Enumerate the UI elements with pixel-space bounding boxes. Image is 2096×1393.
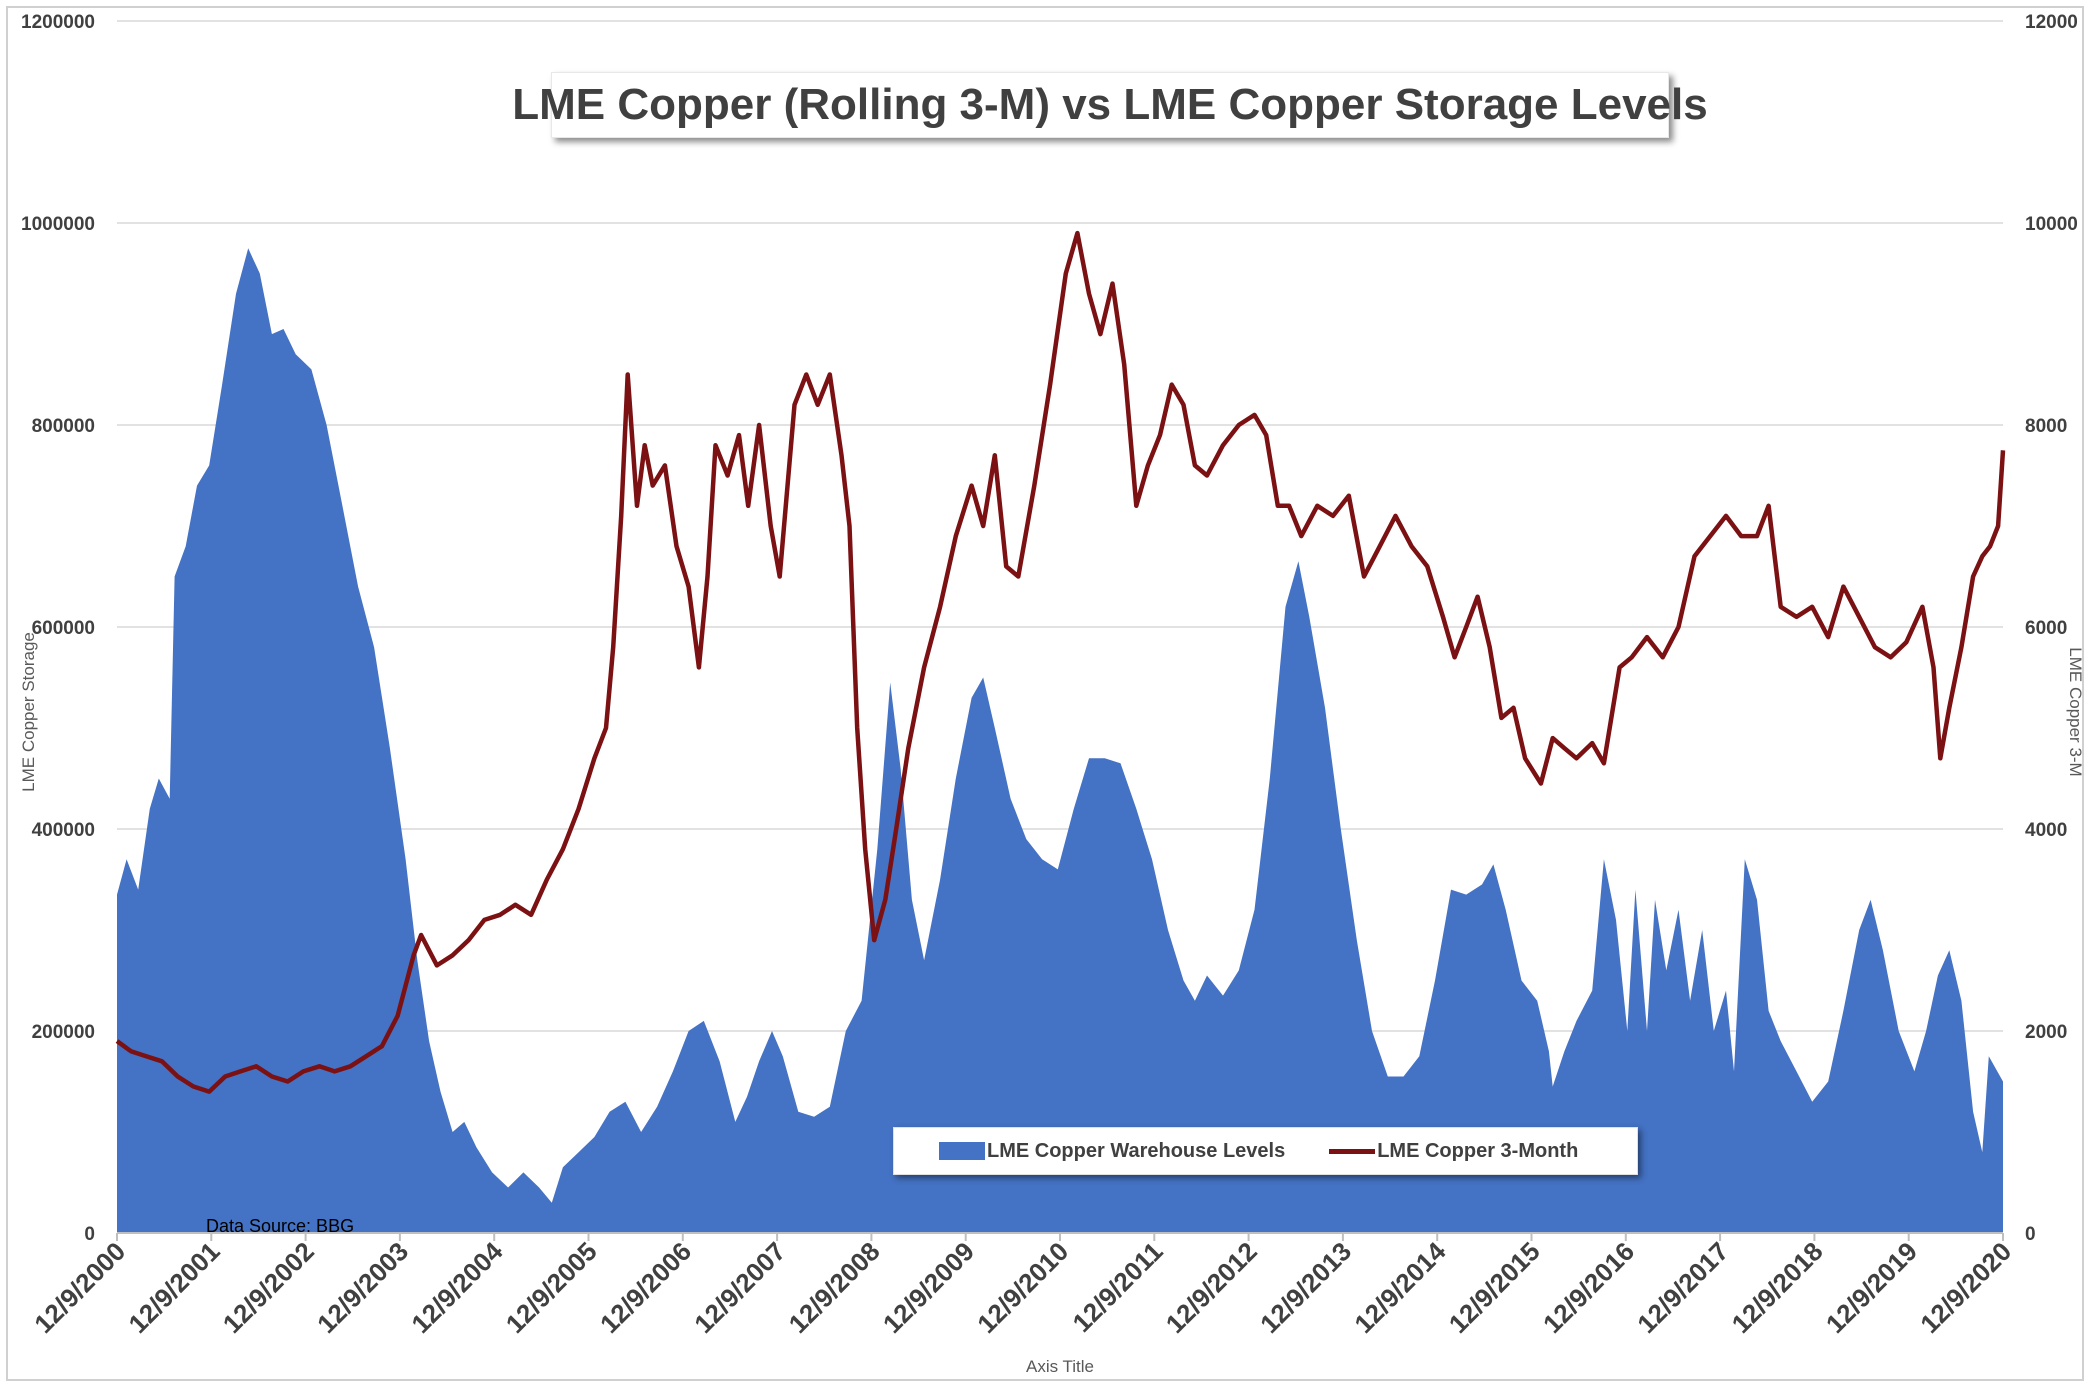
y-left-tick-label: 800000 — [32, 416, 95, 437]
y-right-tick-label: 8000 — [2025, 416, 2067, 437]
x-tick-label: 12/9/2009 — [877, 1236, 980, 1339]
x-tick-label: 12/9/2011 — [1067, 1236, 1169, 1338]
x-tick-label: 12/9/2010 — [971, 1236, 1074, 1339]
x-tick-label: 12/9/2001 — [123, 1236, 226, 1339]
copper-3m-line — [115, 230, 2006, 1094]
x-tick-label: 12/9/2014 — [1348, 1236, 1451, 1339]
legend-label-warehouse: LME Copper Warehouse Levels — [987, 1139, 1286, 1162]
legend-label-copper-3m: LME Copper 3-Month — [1377, 1139, 1579, 1162]
x-axis-title: Axis Title — [1026, 1357, 1094, 1376]
source-note: Data Source: BBG — [206, 1216, 355, 1236]
warehouse-area — [117, 248, 2003, 1234]
y-right-tick-label: 0 — [2025, 1224, 2036, 1245]
x-tick-label: 12/9/2003 — [311, 1236, 414, 1339]
y-right-axis-title: LME Copper 3-M — [2066, 647, 2085, 776]
chart-title: LME Copper (Rolling 3-M) vs LME Copper S… — [512, 80, 1708, 129]
y-right-tick-label: 4000 — [2025, 820, 2067, 841]
x-tick-label: 12/9/2006 — [594, 1236, 697, 1339]
legend-item-copper-3m: LME Copper 3-Month — [1329, 1140, 1578, 1163]
legend-item-warehouse: LME Copper Warehouse Levels — [939, 1140, 1285, 1163]
x-tick-label: 12/9/2019 — [1820, 1236, 1923, 1339]
y-left-tick-label: 1200000 — [21, 12, 95, 33]
x-tick-label: 12/9/2004 — [405, 1236, 508, 1339]
y-right-tick-label: 2000 — [2025, 1022, 2067, 1043]
x-tick-label: 12/9/2015 — [1443, 1236, 1546, 1339]
y-right-tick-label: 6000 — [2025, 618, 2067, 639]
y-left-tick-label: 1000000 — [21, 214, 95, 235]
x-tick-label: 12/9/2013 — [1254, 1236, 1357, 1339]
legend: LME Copper Warehouse Levels LME Copper 3… — [893, 1127, 1638, 1175]
y-left-axis-title: LME Copper Storage — [19, 632, 38, 792]
chart-title-box: LME Copper (Rolling 3-M) vs LME Copper S… — [512, 72, 1708, 138]
y-left-tick-label: 400000 — [32, 820, 95, 841]
legend-swatch-area — [939, 1142, 985, 1160]
x-tick-label: 12/9/2000 — [28, 1236, 131, 1339]
warehouse-area-series — [117, 248, 2003, 1234]
x-tick-label: 12/9/2018 — [1726, 1236, 1829, 1339]
y-left-tick-label: 200000 — [32, 1022, 95, 1043]
legend-swatch-line — [1329, 1148, 1376, 1154]
x-tick-label: 12/9/2012 — [1160, 1236, 1263, 1339]
x-tick-label: 12/9/2007 — [688, 1236, 791, 1339]
x-tick-label: 12/9/2020 — [1914, 1236, 2017, 1339]
y-right-tick-label: 10000 — [2025, 214, 2078, 235]
x-tick-label: 12/9/2002 — [217, 1236, 320, 1339]
x-tick-label: 12/9/2008 — [783, 1236, 886, 1339]
x-tick-label: 12/9/2016 — [1537, 1236, 1640, 1339]
copper-3m-line-series — [115, 230, 2006, 1094]
y-right-tick-label: 12000 — [2025, 12, 2078, 33]
x-tick-label: 12/9/2017 — [1631, 1236, 1734, 1339]
y-left-tick-label: 0 — [84, 1224, 95, 1245]
x-tick-label: 12/9/2005 — [500, 1236, 603, 1339]
y-left-tick-label: 600000 — [32, 618, 95, 639]
